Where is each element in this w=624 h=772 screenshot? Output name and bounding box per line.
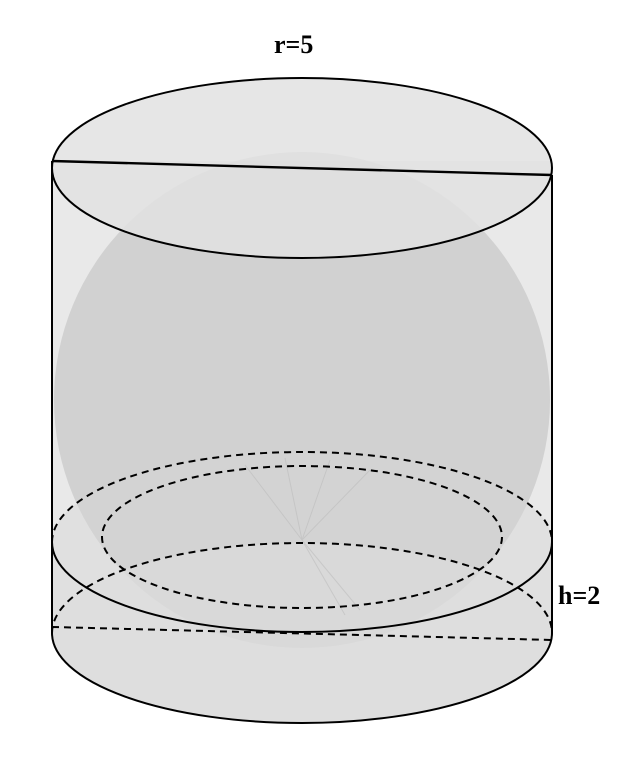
inner-radial-lines bbox=[244, 457, 371, 616]
top-diameter-line bbox=[51, 159, 553, 177]
cut-ellipse-front bbox=[51, 541, 553, 633]
inner-cut-circle bbox=[101, 465, 503, 609]
height-label: h=2 bbox=[558, 581, 600, 610]
bottom-base-back bbox=[51, 542, 553, 634]
cut-ellipse-back bbox=[51, 451, 553, 543]
radius-label: r=5 bbox=[274, 30, 313, 59]
cut-band bbox=[52, 452, 552, 723]
sphere bbox=[54, 152, 550, 648]
bottom-base-front bbox=[51, 632, 553, 724]
